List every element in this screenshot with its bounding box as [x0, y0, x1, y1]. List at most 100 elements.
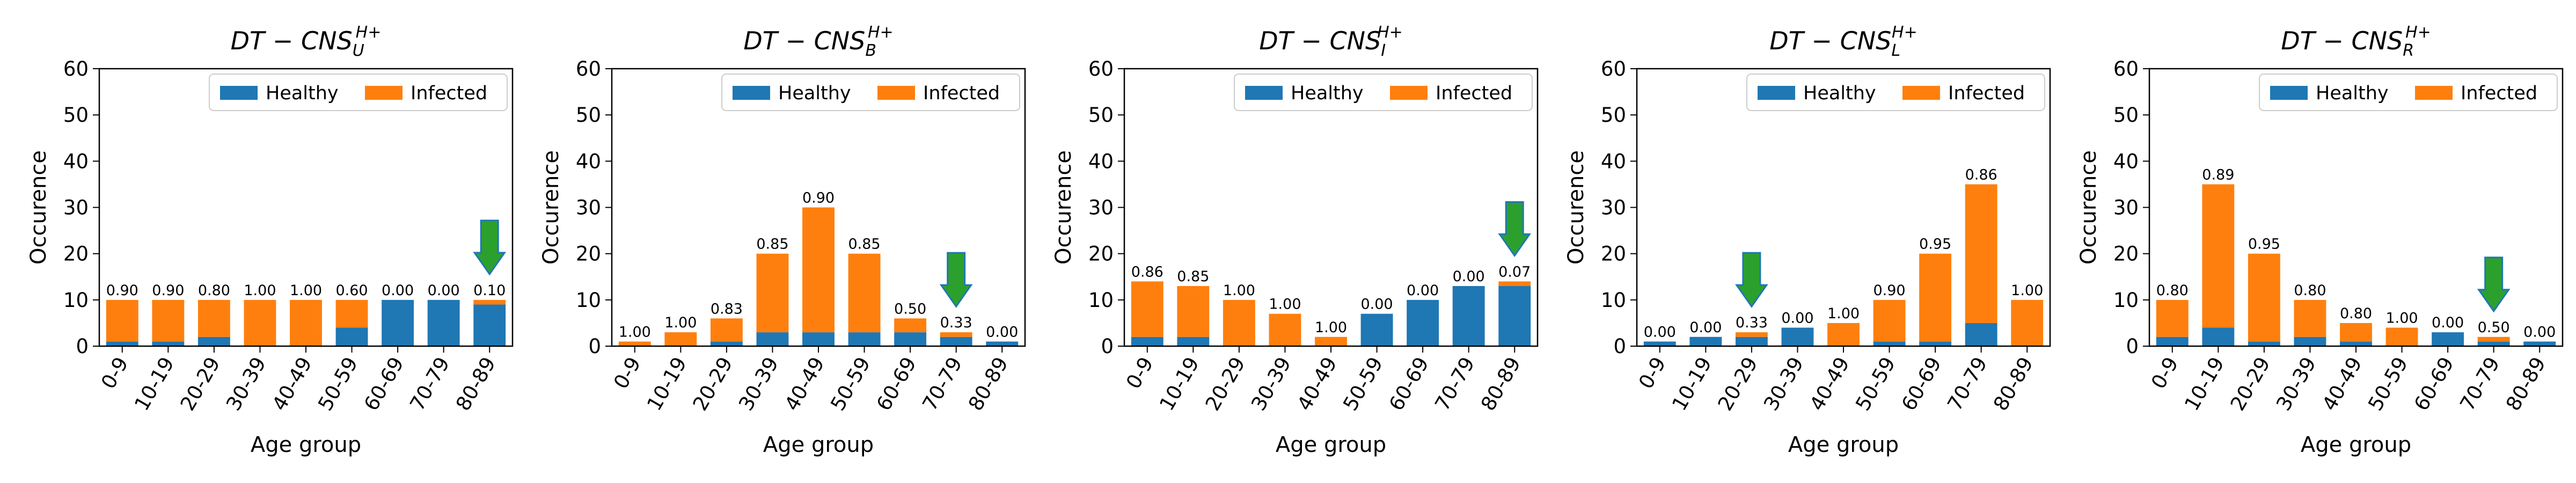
arrow-annotation [939, 252, 973, 308]
bar-healthy [1873, 341, 1906, 346]
bar-healthy [473, 304, 506, 346]
chart-title-sub: I [1381, 41, 1386, 60]
y-tick-label: 30 [63, 196, 89, 219]
bar-value-label: 1.00 [664, 314, 697, 331]
bar-infected [290, 299, 322, 346]
y-tick-label: 50 [576, 104, 601, 127]
x-tick-label: 60-69 [2410, 353, 2458, 415]
x-tick-label: 70-79 [1943, 353, 1992, 415]
bar-infected [894, 318, 927, 333]
x-tick-label: 40-49 [1805, 353, 1854, 415]
y-tick-label: 10 [1601, 289, 1626, 312]
bar-infected [1965, 184, 1997, 323]
x-tick-label: 70-79 [918, 353, 967, 415]
bar-value-label: 0.90 [106, 282, 138, 299]
y-tick-label: 20 [1601, 243, 1626, 266]
y-tick-label: 10 [63, 289, 89, 312]
x-tick-label: 20-29 [689, 353, 737, 415]
bar-value-label: 0.00 [2523, 324, 2556, 340]
bar-value-label: 0.95 [1919, 236, 1951, 253]
bar-healthy [1407, 299, 1439, 346]
y-tick-label: 10 [1088, 289, 1114, 312]
bar-infected [1131, 281, 1163, 337]
y-tick-label: 30 [1601, 196, 1626, 219]
bar-healthy [2523, 341, 2556, 346]
bar-healthy [2477, 341, 2510, 346]
bar-infected [1269, 313, 1301, 346]
x-tick-label: 70-79 [2455, 353, 2504, 415]
x-axis-label: Age group [1276, 433, 1386, 457]
legend-label-infected: Infected [1948, 83, 2025, 104]
chart-title-sub: B [865, 41, 876, 60]
bar-healthy [427, 299, 460, 346]
chart-panel: DT − CNSIH+ 0 10 20 30 40 50 60 Occurence 0.86 0-9… [1051, 23, 1539, 457]
legend-swatch-infected [365, 86, 402, 100]
x-tick-label: 40-49 [1293, 353, 1342, 415]
bar-healthy [335, 327, 368, 346]
bar-value-label: 0.95 [2248, 236, 2280, 253]
y-tick-label: 30 [2113, 196, 2139, 219]
bar-value-label: 0.80 [2340, 305, 2372, 322]
bar-infected [2294, 299, 2326, 337]
bar-value-label: 0.60 [335, 282, 368, 299]
x-tick-label: 0-9 [2147, 353, 2183, 393]
bar-value-label: 0.00 [2432, 314, 2464, 331]
bar-healthy [756, 332, 789, 346]
bar-infected [756, 253, 789, 333]
chart-title-main: DT − CNS [2281, 26, 2403, 55]
bar-infected [473, 299, 506, 305]
legend: Healthy Infected [209, 74, 508, 111]
x-tick-label: 10-19 [1155, 353, 1204, 415]
bar-healthy [2202, 327, 2235, 346]
plot-frame [2148, 68, 2564, 347]
bar-healthy [1689, 336, 1722, 346]
plot-frame [1636, 68, 2051, 347]
bar-value-label: 1.00 [1223, 282, 1255, 299]
legend-label-healthy: Healthy [778, 83, 851, 104]
bar-value-label: 0.10 [473, 282, 506, 299]
bar-healthy [152, 341, 185, 346]
chart-title-main: DT − CNS [231, 26, 353, 55]
y-axis-label: Occurence [26, 150, 51, 265]
bar-infected [940, 332, 972, 337]
y-tick-label: 20 [2113, 243, 2139, 266]
chart-title-sub: L [1891, 41, 1900, 60]
y-tick-label: 20 [1088, 243, 1114, 266]
bar-healthy [2248, 341, 2280, 346]
legend-label-infected: Infected [1436, 83, 1512, 104]
bar-infected [2202, 184, 2235, 328]
bar-infected [1315, 336, 1347, 346]
bar-healthy [2432, 332, 2464, 346]
chart-panel: DT − CNSRH+ 0 10 20 30 40 50 60 Occurence 0.80 0-9… [2076, 23, 2564, 457]
x-tick-label: 50-59 [1851, 353, 1900, 415]
bar-infected [618, 341, 651, 346]
chart-title-sup: H+ [868, 23, 894, 42]
bar-infected [1827, 323, 1860, 346]
y-tick-label: 0 [76, 335, 89, 358]
bar-healthy [1177, 336, 1210, 346]
bar-infected [848, 253, 881, 333]
bar-infected [2156, 299, 2189, 337]
legend: Healthy Infected [1746, 74, 2045, 111]
bar-value-label: 0.85 [848, 236, 880, 253]
legend-swatch-healthy [733, 86, 770, 100]
y-tick-label: 20 [576, 243, 601, 266]
x-axis-label: Age group [763, 433, 874, 457]
bar-infected [2248, 253, 2280, 342]
x-axis-label: Age group [1788, 433, 1899, 457]
chart-title: DT − CNSUH+ [231, 23, 382, 60]
bar-infected [802, 207, 835, 333]
x-tick-label: 50-59 [2363, 353, 2412, 415]
x-tick-label: 80-89 [1989, 353, 2038, 415]
chart-title-sup: H+ [1892, 23, 1918, 42]
bar-healthy [802, 332, 835, 346]
x-tick-label: 70-79 [405, 353, 454, 415]
bar-infected [1177, 286, 1210, 337]
y-tick-label: 40 [1601, 150, 1626, 173]
bar-healthy [1498, 286, 1531, 346]
bar-healthy [197, 336, 230, 346]
x-tick-label: 20-29 [1201, 353, 1250, 415]
y-tick-label: 0 [1613, 335, 1626, 358]
bar-value-label: 0.89 [2202, 166, 2234, 183]
